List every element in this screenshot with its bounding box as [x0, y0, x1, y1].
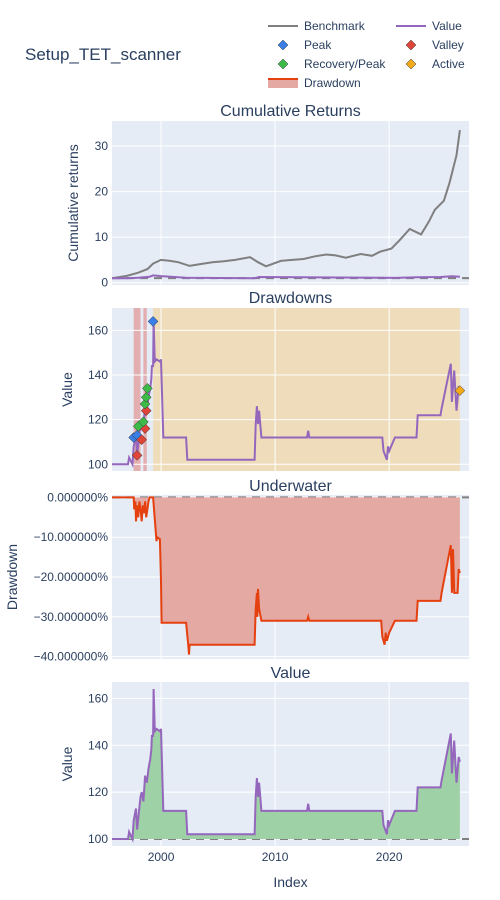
panel-2: 0.000000% −10.000000% −20.000000% −30.00000… [4, 478, 469, 664]
subplot-title: Cumulative Returns [220, 103, 361, 120]
recovery-marker [142, 383, 153, 394]
y-tick-label: −10.000000% [34, 530, 109, 544]
plot-area [112, 121, 469, 285]
y-tick-label: 160 [88, 323, 108, 337]
legend-label-benchmark: Benchmark [304, 19, 365, 33]
value-line [112, 688, 461, 843]
active-marker [454, 385, 466, 396]
x-tick-label: 2000 [148, 850, 175, 864]
recovery-marker [138, 416, 149, 428]
x-tick-label: 2010 [262, 850, 289, 864]
panel-0: 0 10 20 30 Cumulative Returns Cumulative retu… [65, 103, 469, 290]
subplot-title: Drawdowns [249, 290, 333, 307]
recovery-diamond-icon [277, 58, 289, 70]
valley-marker [131, 450, 143, 461]
valley-diamond-icon [405, 39, 417, 51]
x-tick-label: 2020 [376, 850, 403, 864]
legend-marker-swatch [405, 39, 417, 51]
y-tick-label: −40.000000% [34, 650, 109, 664]
y-tick-label: 140 [88, 738, 108, 752]
y-axis-label: Cumulative returns [65, 144, 81, 262]
value-area [112, 689, 460, 839]
y-tick-label: 100 [88, 832, 108, 846]
y-tick-label: −20.000000% [34, 570, 109, 584]
active-drawdown-shade [153, 308, 460, 471]
y-tick-label: −30.000000% [34, 610, 109, 624]
y-tick-label: 30 [95, 139, 109, 153]
recovery-marker [140, 391, 152, 403]
x-axis-label: Index [273, 874, 307, 890]
legend-marker-swatch [277, 39, 289, 51]
valley-marker [140, 405, 152, 417]
legend-marker-swatch [405, 58, 417, 70]
y-tick-label: 100 [88, 457, 108, 471]
subplot-title: Underwater [249, 478, 332, 495]
drawdown-swatch-fill [268, 79, 298, 88]
recovered-drawdown-shade [133, 308, 141, 471]
peak-diamond-icon [277, 39, 289, 51]
legend-label-value: Value [432, 19, 462, 33]
panel-3: 100 120 140 160 Value Value 2000 2010 2020 Index [59, 665, 469, 890]
legend-label-valley: Valley [432, 38, 464, 52]
legend-marker-swatch [277, 58, 289, 70]
peak-marker [147, 316, 159, 327]
y-tick-label: 120 [88, 785, 108, 799]
y-axis-label: Value [59, 746, 75, 781]
benchmark-line [111, 129, 461, 280]
active-diamond-icon [405, 58, 417, 70]
legend-line-swatch [268, 25, 298, 27]
legend-label-peak: Peak [304, 38, 332, 52]
valley-marker [136, 434, 148, 446]
legend-line-swatch [396, 25, 426, 27]
subplot-title: Value [271, 665, 311, 682]
drawdown-line [112, 496, 461, 655]
page-title: Setup_TET_scanner [25, 45, 181, 64]
legend-label-active: Active [432, 57, 465, 71]
y-axis-label: Value [59, 372, 75, 407]
legend-label-drawdown: Drawdown [304, 76, 361, 90]
y-tick-label: 0 [101, 276, 108, 290]
y-tick-label: 10 [95, 230, 109, 244]
recovery-marker [139, 398, 151, 410]
value-line [112, 274, 460, 280]
drawdown-area [112, 497, 460, 655]
y-tick-label: 160 [88, 691, 108, 705]
y-tick-label: 140 [88, 368, 108, 382]
y-tick-label: 120 [88, 413, 108, 427]
y-tick-label: 20 [95, 185, 109, 199]
y-axis-label: Drawdown [4, 544, 20, 610]
legend-label-recovery: Recovery/Peak [304, 57, 386, 71]
y-tick-label: 0.000000% [47, 490, 108, 504]
legend-fill-swatch [268, 78, 298, 88]
panel-1: 100 120 140 160 Drawdowns Value [59, 290, 469, 471]
